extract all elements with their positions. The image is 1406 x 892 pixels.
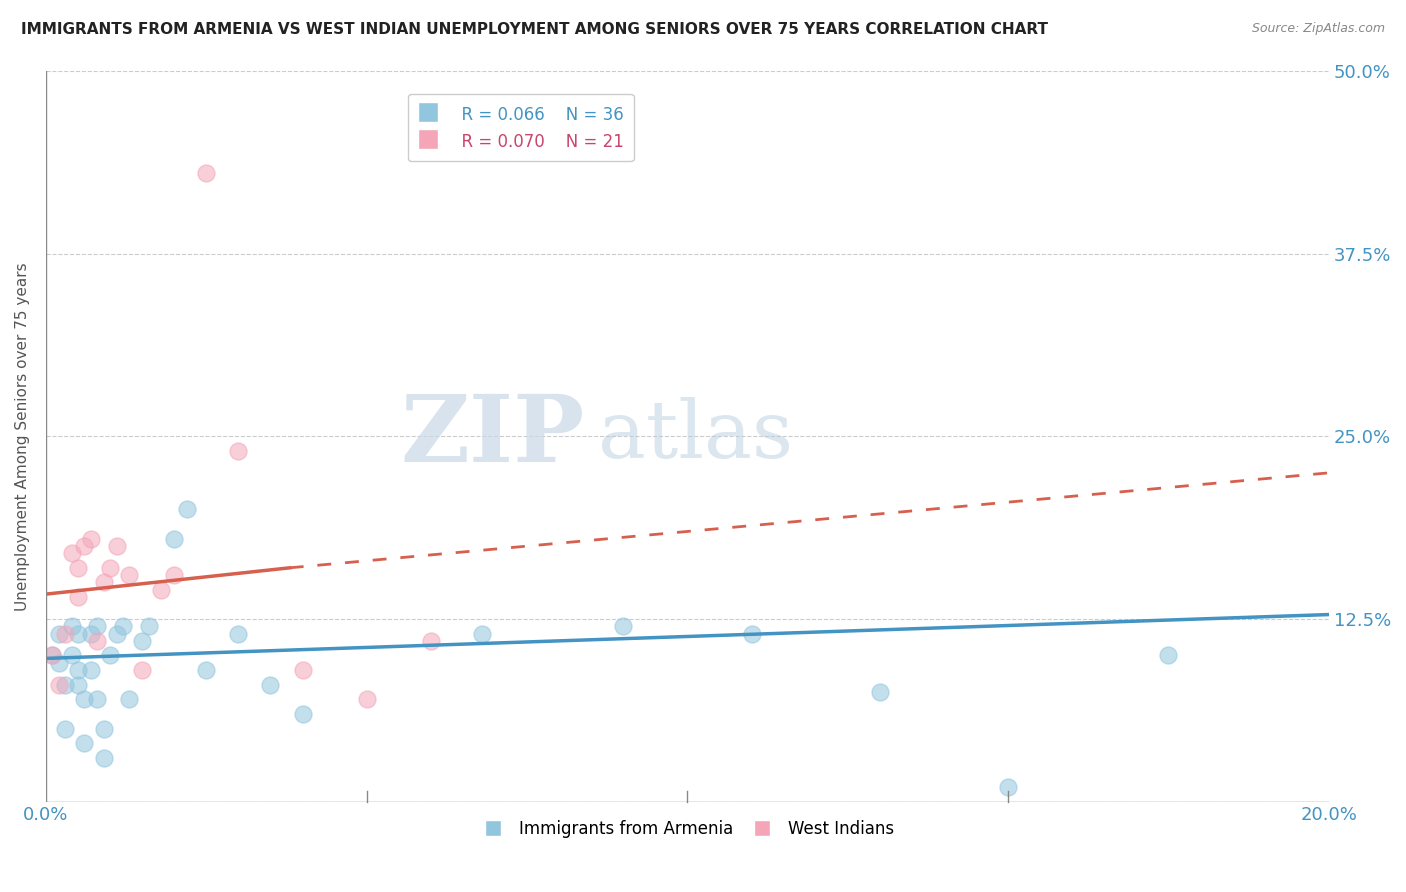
- Point: [105, 539, 128, 553]
- Point: [291, 706, 314, 721]
- Point: [741, 626, 763, 640]
- Text: atlas: atlas: [598, 397, 793, 475]
- Point: [86, 692, 108, 706]
- Point: [60, 648, 83, 663]
- Point: [93, 722, 115, 736]
- Point: [291, 663, 314, 677]
- Point: [1157, 648, 1180, 663]
- Point: [150, 582, 173, 597]
- Point: [869, 685, 891, 699]
- Point: [228, 626, 250, 640]
- Text: IMMIGRANTS FROM ARMENIA VS WEST INDIAN UNEMPLOYMENT AMONG SENIORS OVER 75 YEARS : IMMIGRANTS FROM ARMENIA VS WEST INDIAN U…: [21, 22, 1047, 37]
- Point: [163, 532, 186, 546]
- Point: [105, 626, 128, 640]
- Point: [48, 626, 70, 640]
- Point: [80, 532, 103, 546]
- Point: [98, 561, 121, 575]
- Point: [48, 678, 70, 692]
- Point: [80, 663, 103, 677]
- Point: [41, 648, 63, 663]
- Point: [86, 633, 108, 648]
- Point: [93, 750, 115, 764]
- Point: [67, 590, 90, 604]
- Point: [419, 633, 441, 648]
- Point: [86, 619, 108, 633]
- Point: [80, 626, 103, 640]
- Point: [67, 678, 90, 692]
- Point: [111, 619, 134, 633]
- Point: [118, 568, 141, 582]
- Point: [67, 663, 90, 677]
- Point: [60, 546, 83, 560]
- Point: [93, 575, 115, 590]
- Point: [138, 619, 160, 633]
- Point: [356, 692, 378, 706]
- Point: [471, 626, 494, 640]
- Point: [67, 561, 90, 575]
- Point: [131, 663, 153, 677]
- Y-axis label: Unemployment Among Seniors over 75 years: Unemployment Among Seniors over 75 years: [15, 262, 30, 611]
- Point: [228, 444, 250, 458]
- Point: [53, 722, 76, 736]
- Text: Source: ZipAtlas.com: Source: ZipAtlas.com: [1251, 22, 1385, 36]
- Point: [73, 692, 96, 706]
- Point: [98, 648, 121, 663]
- Point: [73, 539, 96, 553]
- Point: [41, 648, 63, 663]
- Point: [73, 736, 96, 750]
- Point: [67, 626, 90, 640]
- Point: [48, 656, 70, 670]
- Point: [195, 663, 218, 677]
- Point: [612, 619, 634, 633]
- Point: [259, 678, 281, 692]
- Point: [131, 633, 153, 648]
- Point: [195, 166, 218, 180]
- Point: [997, 780, 1019, 794]
- Point: [118, 692, 141, 706]
- Point: [176, 502, 198, 516]
- Point: [163, 568, 186, 582]
- Text: ZIP: ZIP: [401, 392, 585, 482]
- Point: [53, 678, 76, 692]
- Point: [60, 619, 83, 633]
- Point: [53, 626, 76, 640]
- Legend: Immigrants from Armenia, West Indians: Immigrants from Armenia, West Indians: [474, 813, 901, 845]
